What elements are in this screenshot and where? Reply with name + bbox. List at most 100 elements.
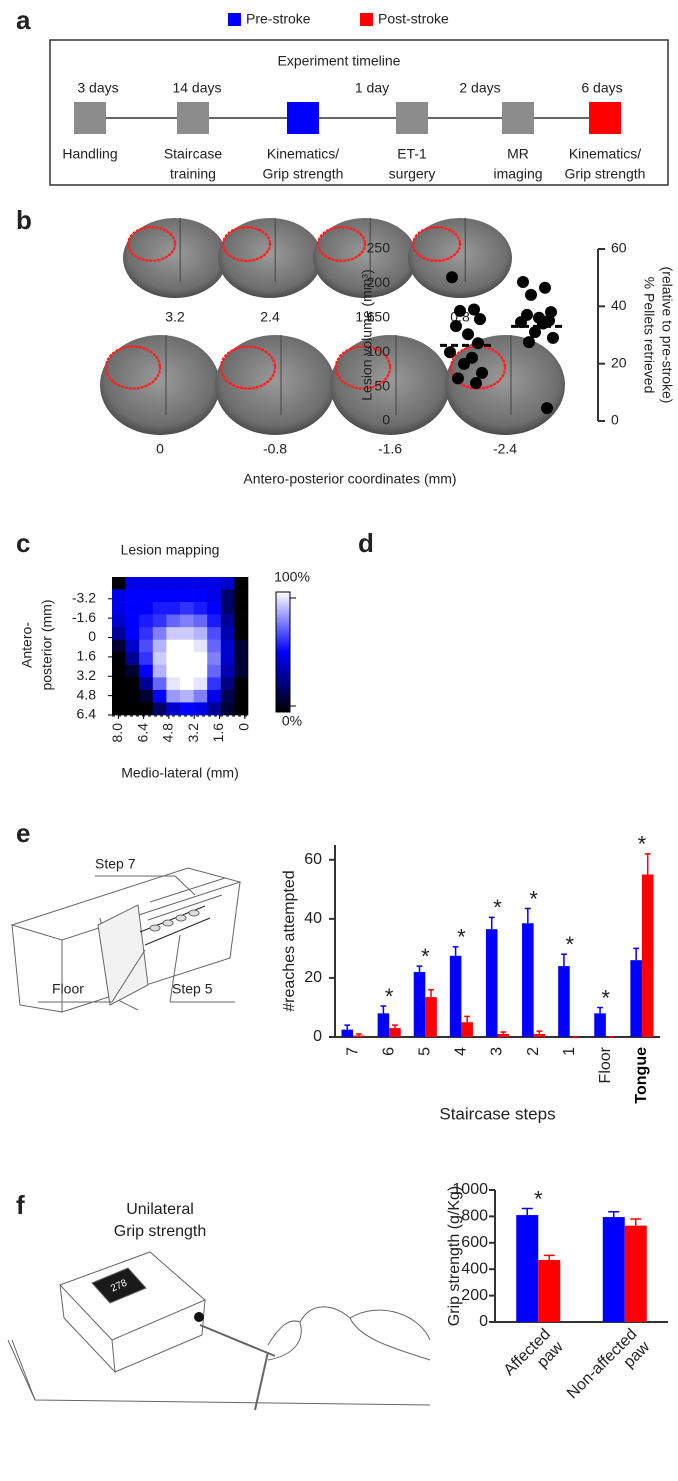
heatmap-cell [234, 677, 249, 691]
brain-section [215, 335, 335, 435]
heatmap-cell [207, 689, 222, 703]
x-tick-label: 5 [416, 1047, 433, 1056]
legend-swatch [360, 13, 373, 26]
interval-label: 1 day [355, 80, 389, 96]
bar [413, 972, 426, 1037]
panel-label: c [16, 528, 30, 558]
y-tick-label: 20 [304, 969, 322, 986]
step-label: Grip strength [565, 166, 646, 182]
heatmap-cell [180, 652, 194, 666]
heatmap-cell [207, 602, 222, 615]
heatmap-cell [112, 577, 126, 590]
error-bar [543, 1254, 555, 1260]
step-label: Staircase [164, 146, 223, 162]
interval-label: 6 days [581, 80, 622, 96]
heatmap-cell [112, 664, 126, 678]
heatmap-cell [220, 627, 235, 641]
heatmap-cell [207, 652, 222, 666]
heatmap-cell [220, 664, 235, 678]
heatmap-cell [207, 627, 222, 641]
bar [449, 955, 462, 1037]
panel-label: a [16, 5, 31, 35]
lesion-outline [221, 225, 272, 263]
error-bar [392, 1024, 398, 1029]
heatmap-cell [166, 602, 181, 615]
timeline-step [74, 102, 106, 134]
data-point [450, 320, 462, 333]
heatmap-cell [112, 602, 126, 615]
heatmap-cell [139, 602, 154, 615]
heatmap-cell [166, 677, 181, 691]
timeline-title: Experiment timeline [278, 53, 401, 69]
error-bar [536, 1030, 543, 1035]
heatmap-cell [220, 602, 235, 615]
timeline-step [396, 102, 428, 134]
heatmap-cell [207, 664, 222, 678]
significance: * [638, 832, 647, 857]
data-point [474, 313, 486, 326]
data-point [452, 372, 464, 385]
brain-section [313, 218, 417, 298]
y-tick-label: -3.2 [72, 589, 96, 605]
y2-tick-label: 20 [611, 354, 627, 370]
x-tick-label: 4.8 [160, 723, 176, 743]
panel-label: d [358, 528, 374, 558]
bar [353, 1035, 365, 1037]
significance: * [493, 895, 502, 920]
legend-label: Pre-stroke [246, 11, 311, 27]
heatmap-cell [125, 702, 140, 716]
heatmap-cell [180, 677, 194, 691]
step-label: Kinematics/ [569, 146, 641, 162]
bar [485, 929, 498, 1037]
step-label: surgery [389, 166, 436, 182]
significance: * [602, 985, 611, 1010]
bar [425, 997, 437, 1037]
heatmap-cell [166, 627, 181, 641]
significance: * [385, 984, 394, 1009]
heatmap-cell [125, 627, 140, 641]
heatmap-cell [193, 602, 208, 615]
heatmap-cell [152, 652, 167, 666]
heatmap-cell [180, 702, 194, 716]
error-bar [416, 965, 423, 973]
x-tick-label: 3 [489, 1047, 506, 1056]
x-tick-label: 2 [525, 1047, 542, 1056]
error-bar [524, 907, 531, 924]
significance: * [529, 886, 538, 911]
y-axis-label: Antero- [19, 622, 35, 668]
y-tick-label: 3.2 [77, 667, 97, 683]
heatmap-cell [207, 614, 222, 628]
error-bar [355, 1033, 362, 1036]
error-bar [428, 988, 434, 998]
colorbar-label: 100% [274, 569, 310, 585]
y-tick-label: 200 [367, 274, 391, 290]
x-tick-label: 1.6 [210, 723, 226, 743]
heatmap-cell [220, 652, 235, 666]
bar [497, 1034, 510, 1037]
heatmap-cell [207, 702, 222, 716]
heatmap-cell [193, 652, 208, 666]
heatmap-cell [220, 689, 235, 703]
x-tick-label: 1 [561, 1047, 578, 1056]
bar [533, 1034, 546, 1037]
x-axis-label: Medio-lateral (mm) [121, 765, 238, 781]
heatmap-cell [112, 702, 126, 716]
map-title: Lesion mapping [121, 542, 220, 558]
heatmap-cell [112, 627, 126, 641]
heatmap-cell [112, 677, 126, 691]
heatmap-cell [112, 639, 126, 653]
y-tick-label: 0 [479, 1313, 488, 1330]
heatmap-cell [152, 602, 167, 615]
heatmap-cell [166, 639, 181, 653]
brain-section [100, 335, 220, 435]
heatmap-cell [220, 639, 235, 653]
bar [341, 1029, 354, 1037]
x-tick-label: 7 [344, 1047, 361, 1056]
section-coordinate: -2.4 [493, 441, 517, 457]
lesion-outline [411, 225, 462, 263]
x-axis-label: Staircase steps [439, 1104, 555, 1123]
heatmap-cell [152, 702, 167, 716]
error-bar [344, 1024, 351, 1030]
y2-tick-label: 40 [611, 297, 627, 313]
